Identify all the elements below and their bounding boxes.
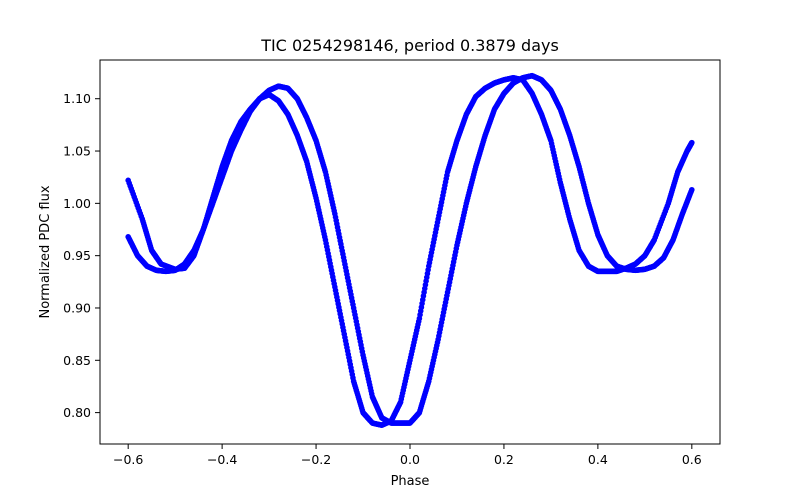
data-points bbox=[125, 72, 695, 428]
y-tick-label: 0.85 bbox=[63, 353, 91, 368]
y-tick-label: 0.80 bbox=[63, 405, 91, 420]
y-axis-label: Normalized PDC flux bbox=[38, 185, 53, 318]
x-tick-label: 0.2 bbox=[494, 452, 514, 467]
y-axis-ticks: 0.80 0.85 0.90 0.95 1.00 1.05 1.10 bbox=[63, 91, 100, 420]
y-tick-label: 1.10 bbox=[63, 91, 91, 106]
y-tick-label: 1.05 bbox=[63, 144, 91, 159]
x-tick-label: 0.4 bbox=[588, 452, 608, 467]
x-tick-label: 0.0 bbox=[400, 452, 420, 467]
x-tick-label: 0.6 bbox=[682, 452, 702, 467]
data-point bbox=[689, 139, 695, 146]
data-point bbox=[689, 186, 695, 193]
y-tick-label: 0.90 bbox=[63, 300, 91, 315]
x-axis-label: Phase bbox=[391, 474, 430, 489]
chart-title: TIC 0254298146, period 0.3879 days bbox=[260, 36, 559, 55]
x-tick-label: −0.4 bbox=[207, 452, 237, 467]
y-tick-label: 0.95 bbox=[63, 248, 91, 263]
y-tick-label: 1.00 bbox=[63, 196, 91, 211]
x-axis-ticks: −0.6 −0.4 −0.2 0.0 0.2 0.4 0.6 bbox=[113, 444, 702, 467]
x-tick-label: −0.2 bbox=[301, 452, 331, 467]
x-tick-label: −0.6 bbox=[113, 452, 143, 467]
